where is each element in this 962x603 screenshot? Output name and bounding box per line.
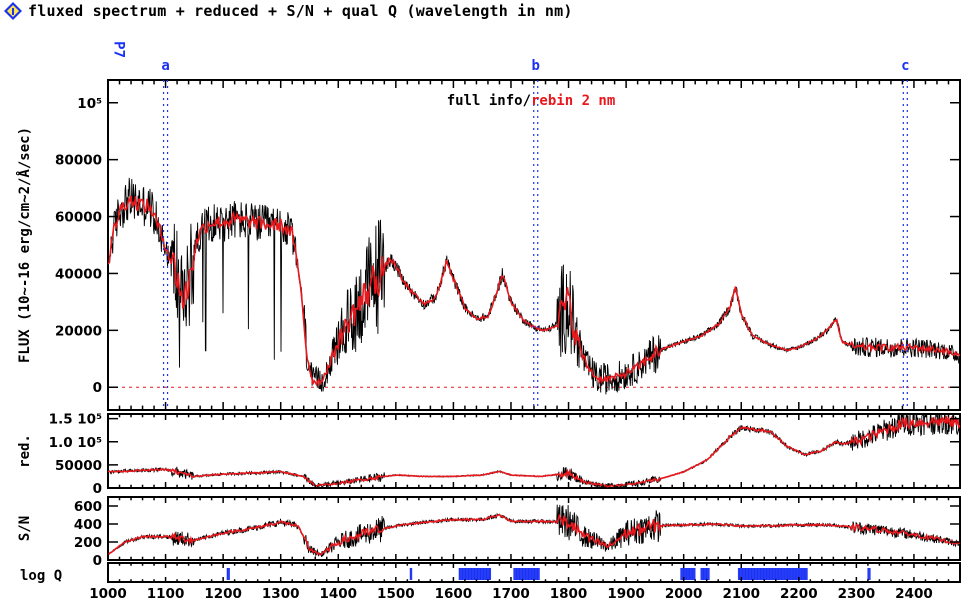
panel-frames [107, 79, 961, 583]
x-tick-label: 2100 [722, 586, 760, 602]
x-tick-label: 1300 [262, 586, 300, 602]
y-tick-label-snr: 600 [74, 499, 102, 515]
y-tick-label-snr: 400 [74, 517, 102, 533]
y-tick-label-flux: 10⁵ [77, 96, 102, 112]
data-layer [108, 80, 960, 580]
series-rebin-snr [108, 513, 960, 556]
marker-label-a: a [161, 58, 169, 74]
marker-label-P7: P7 [111, 41, 127, 58]
marker-label-b: b [532, 58, 540, 74]
y-axis-title-snr: S/N [17, 516, 33, 541]
x-tick-label: 2300 [838, 586, 876, 602]
y-tick-label-flux: 60000 [55, 210, 102, 226]
x-tick-label: 2400 [895, 586, 933, 602]
y-tick-label-flux: 0 [93, 380, 102, 396]
x-tick-label: 2200 [780, 586, 818, 602]
series-full-info-snr [108, 504, 960, 558]
x-tick-label: 1400 [319, 586, 357, 602]
x-tick-label: 1100 [147, 586, 185, 602]
legend-rebin-label: rebin 2 nm [531, 93, 615, 109]
chart-header: fluxed spectrum + reduced + S/N + qual Q… [4, 0, 573, 22]
legend: full info/rebin 2 nm [447, 93, 616, 109]
x-tick-label: 2000 [665, 586, 703, 602]
y-tick-label-reduced: 1.0 10⁵ [49, 435, 102, 451]
chart-title: fluxed spectrum + reduced + S/N + qual Q… [28, 2, 573, 20]
y-tick-label-flux: 80000 [55, 153, 102, 169]
y-tick-label-flux: 40000 [55, 266, 102, 282]
y-tick-label-reduced: 0 [93, 481, 102, 497]
x-tick-label: 1700 [492, 586, 530, 602]
y-tick-label-reduced: 1.5 10⁵ [49, 412, 102, 428]
legend-separator: / [523, 93, 531, 109]
x-tick-label: 1600 [435, 586, 473, 602]
x-tick-label: 1900 [607, 586, 645, 602]
y-axis-title-flux: FLUX (10~-16 erg/cm~2/Å/sec) [16, 127, 33, 363]
y-axis-title-reduced: red. [17, 434, 33, 468]
info-icon[interactable] [4, 2, 22, 20]
x-tick-label: 1000 [89, 586, 127, 602]
series-rebin-reduced [108, 415, 960, 488]
marker-label-c: c [901, 58, 909, 74]
series-full-info-flux [108, 177, 960, 395]
legend-full-label: full info [447, 93, 523, 109]
y-tick-label-snr: 200 [74, 535, 102, 551]
y-tick-label-reduced: 50000 [55, 458, 102, 474]
panel-frame-snr [107, 496, 961, 561]
axis-ticks [107, 80, 961, 582]
x-tick-label: 1500 [377, 586, 415, 602]
x-tick-label: 1200 [204, 586, 242, 602]
y-axis-title-logq: log Q [20, 568, 62, 584]
y-tick-label-flux: 20000 [55, 323, 102, 339]
y-tick-label-snr: 0 [93, 553, 102, 569]
x-tick-label: 1800 [550, 586, 588, 602]
